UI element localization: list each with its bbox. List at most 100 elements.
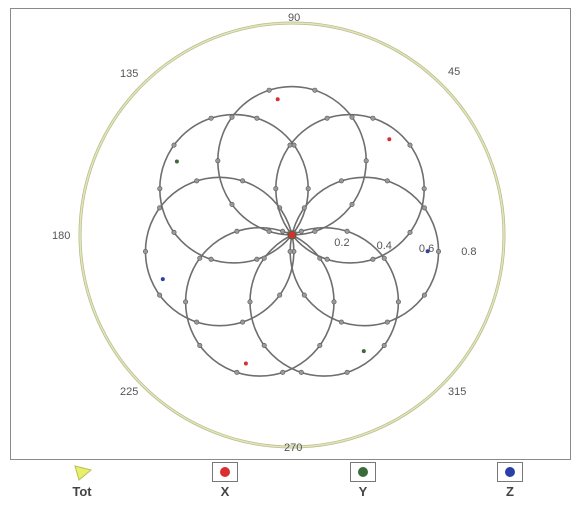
- data-point: [344, 369, 350, 375]
- data-point: [298, 228, 304, 234]
- data-point: [331, 299, 337, 305]
- data-point: [324, 115, 330, 121]
- data-point: [280, 369, 286, 375]
- circle-icon: [505, 467, 515, 477]
- data-point: [305, 186, 311, 192]
- data-point: [301, 292, 307, 298]
- data-point: [395, 299, 401, 305]
- data-point: [349, 114, 355, 120]
- lobe-curve: [289, 176, 440, 327]
- data-point: [229, 114, 235, 120]
- angle-tick-label: 315: [448, 386, 466, 398]
- data-point: [273, 186, 279, 192]
- legend-label-tot: Tot: [72, 484, 92, 499]
- legend-item-y[interactable]: Y: [333, 462, 393, 504]
- legend-item-tot[interactable]: Tot: [52, 462, 112, 504]
- data-point: [171, 229, 177, 235]
- data-point: [261, 342, 267, 348]
- radial-tick-label: 0.8: [461, 246, 476, 258]
- data-point: [338, 178, 344, 184]
- data-point: [247, 299, 253, 305]
- angle-tick-label: 180: [52, 230, 70, 242]
- data-point: [208, 115, 214, 121]
- data-point: [143, 249, 149, 255]
- series-tot-highlight: [79, 22, 505, 448]
- circle-icon: [358, 467, 368, 477]
- data-point: [384, 319, 390, 325]
- data-point-colored: [174, 159, 179, 164]
- angle-tick-label: 270: [284, 442, 302, 454]
- data-point: [240, 178, 246, 184]
- data-point: [194, 319, 200, 325]
- data-point: [384, 178, 390, 184]
- data-point: [266, 87, 272, 93]
- legend-swatch-x: [212, 462, 238, 482]
- radial-tick-label: 0.4: [377, 240, 392, 252]
- legend: Tot X Y Z: [0, 458, 578, 506]
- data-point: [157, 292, 163, 298]
- data-point-colored: [425, 249, 430, 254]
- legend-item-z[interactable]: Z: [480, 462, 540, 504]
- data-point: [370, 256, 376, 262]
- data-point: [171, 142, 177, 148]
- data-point: [197, 255, 203, 261]
- legend-swatch-z: [497, 462, 523, 482]
- data-point: [407, 229, 413, 235]
- data-point: [381, 342, 387, 348]
- legend-item-x[interactable]: X: [195, 462, 255, 504]
- data-point: [208, 256, 214, 262]
- angle-tick-label: 225: [120, 386, 138, 398]
- data-point: [240, 319, 246, 325]
- data-point: [183, 299, 189, 305]
- data-point-colored: [275, 97, 280, 102]
- data-point: [287, 249, 293, 255]
- data-point-colored: [387, 137, 392, 142]
- data-point: [349, 201, 355, 207]
- data-point: [381, 255, 387, 261]
- legend-label-x: X: [220, 484, 230, 499]
- lobe-curve: [275, 113, 426, 264]
- radial-tick-label: 0.2: [334, 237, 349, 249]
- data-point: [215, 158, 221, 164]
- lobe-curve: [184, 226, 335, 377]
- data-point: [287, 142, 293, 148]
- data-point: [344, 228, 350, 234]
- data-point: [157, 205, 163, 211]
- data-point: [266, 228, 272, 234]
- data-point: [312, 87, 318, 93]
- data-point-colored: [243, 361, 248, 366]
- circle-icon: [220, 467, 230, 477]
- triangle-icon: [74, 465, 93, 481]
- data-point: [280, 228, 286, 234]
- data-point: [229, 201, 235, 207]
- data-point: [370, 115, 376, 121]
- angle-tick-label: 45: [448, 66, 460, 78]
- data-point: [312, 228, 318, 234]
- data-point: [254, 256, 260, 262]
- data-point: [298, 369, 304, 375]
- data-point: [197, 342, 203, 348]
- data-point: [234, 369, 240, 375]
- data-point: [338, 319, 344, 325]
- lobe-curve: [144, 176, 295, 327]
- data-point: [254, 115, 260, 121]
- data-point: [301, 205, 307, 211]
- data-point: [407, 142, 413, 148]
- data-point: [324, 256, 330, 262]
- center-point: [287, 230, 297, 240]
- data-point: [317, 342, 323, 348]
- data-point: [421, 292, 427, 298]
- data-point-colored: [361, 349, 366, 354]
- data-point: [277, 292, 283, 298]
- legend-label-z: Z: [506, 484, 514, 499]
- legend-label-y: Y: [358, 484, 368, 499]
- legend-swatch-tot: [69, 462, 95, 482]
- data-point: [157, 186, 163, 192]
- data-point: [363, 158, 369, 164]
- lobe-curve: [217, 85, 367, 236]
- angle-tick-label: 90: [288, 12, 300, 24]
- radial-tick-label: 0.6: [419, 243, 434, 255]
- angle-tick-label: 135: [120, 68, 138, 80]
- data-point: [194, 178, 200, 184]
